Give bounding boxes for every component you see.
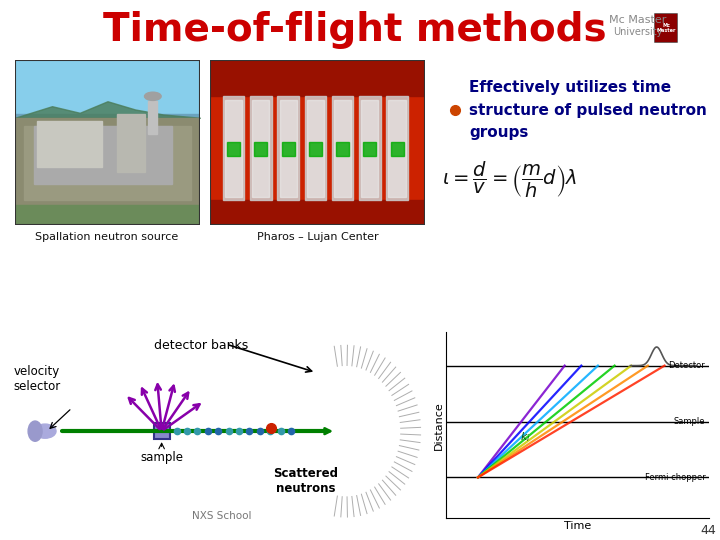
Bar — [334, 99, 351, 197]
Bar — [15, 114, 200, 134]
Text: Spallation neutron source: Spallation neutron source — [35, 232, 179, 242]
Bar — [389, 99, 405, 197]
Bar — [37, 121, 102, 167]
Bar — [15, 60, 200, 118]
Text: detector banks: detector banks — [154, 339, 248, 352]
Bar — [210, 60, 425, 96]
Bar — [391, 143, 403, 156]
Bar — [225, 99, 242, 197]
Bar — [336, 143, 349, 156]
Bar — [309, 143, 322, 156]
Bar — [359, 96, 381, 200]
Bar — [282, 143, 294, 156]
Text: Fermi chopper: Fermi chopper — [644, 473, 706, 482]
Bar — [223, 96, 244, 200]
Bar — [34, 126, 172, 184]
Bar — [15, 118, 200, 225]
Bar — [332, 96, 354, 200]
Text: Pharos – Lujan Center: Pharos – Lujan Center — [257, 232, 379, 242]
Bar — [305, 96, 326, 200]
Bar — [15, 205, 200, 225]
Text: University: University — [613, 27, 662, 37]
Bar — [153, 423, 170, 439]
Bar — [210, 200, 425, 225]
Text: 44: 44 — [700, 523, 716, 537]
Text: Mc Master: Mc Master — [609, 15, 667, 25]
FancyBboxPatch shape — [654, 14, 678, 43]
Text: $\iota = \dfrac{d}{v} = \left(\dfrac{m}{h}d\right)\lambda$: $\iota = \dfrac{d}{v} = \left(\dfrac{m}{… — [442, 160, 577, 200]
Text: Effectively utilizes time
structure of pulsed neutron
groups: Effectively utilizes time structure of p… — [469, 80, 707, 140]
Bar — [277, 96, 299, 200]
Bar — [117, 114, 145, 172]
Text: Scattered
neutrons: Scattered neutrons — [274, 467, 338, 495]
Bar — [252, 99, 269, 197]
Bar — [254, 143, 267, 156]
Text: NXS School: NXS School — [192, 511, 251, 521]
Ellipse shape — [28, 421, 42, 441]
Text: Sample: Sample — [674, 417, 706, 426]
Bar — [307, 99, 324, 197]
Ellipse shape — [34, 424, 56, 438]
Text: Mc
Master: Mc Master — [657, 23, 675, 33]
Bar — [250, 96, 271, 200]
Bar — [364, 143, 377, 156]
Y-axis label: Distance: Distance — [433, 401, 444, 450]
Text: Time-of-flight methods: Time-of-flight methods — [103, 11, 607, 49]
Bar — [228, 143, 240, 156]
X-axis label: Time: Time — [564, 521, 591, 531]
Text: sample: sample — [140, 451, 183, 464]
Text: Detector: Detector — [668, 361, 706, 370]
Ellipse shape — [145, 92, 161, 100]
Bar — [387, 96, 408, 200]
Text: $k_i$: $k_i$ — [520, 430, 531, 444]
Bar — [24, 126, 191, 200]
Bar — [361, 99, 379, 197]
Text: velocity
selector: velocity selector — [14, 364, 60, 393]
Bar — [279, 99, 297, 197]
Bar — [148, 101, 158, 134]
